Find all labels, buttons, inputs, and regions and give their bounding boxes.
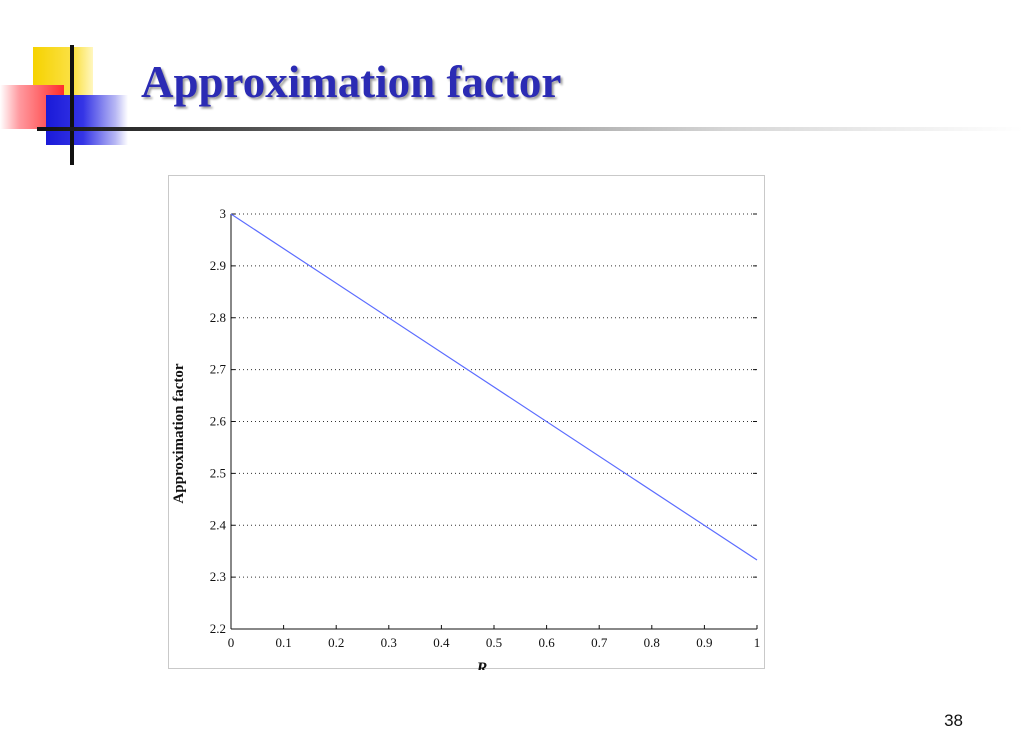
line-chart: 2.2 2.3 2.4 2.5 2.6 2.7 2.8 2.9 3 0 0.1 0.2 0.3 0.4 0.…: [171, 206, 761, 670]
x-tick-label: 0.5: [486, 635, 502, 650]
y-tick-label: 2.5: [210, 465, 226, 480]
decor-vertical-line: [70, 45, 74, 165]
x-tick-label: 0.4: [433, 635, 450, 650]
x-tick-label: 0.9: [696, 635, 712, 650]
x-tick-label: 0.7: [591, 635, 608, 650]
x-tick-label: 0: [228, 635, 235, 650]
series: [230, 213, 758, 561]
y-tick-label: 2.2: [210, 621, 226, 636]
series-line: [230, 213, 758, 561]
chart-frame: 2.2 2.3 2.4 2.5 2.6 2.7 2.8 2.9 3 0 0.1 0.2 0.3 0.4 0.…: [168, 175, 765, 670]
x-tick-label: 1: [754, 635, 761, 650]
y-tick-label: 2.9: [210, 258, 226, 273]
x-tick-label: 0.3: [381, 635, 397, 650]
y-axis-label: Approximation factor: [171, 363, 187, 503]
ticks: 2.2 2.3 2.4 2.5 2.6 2.7 2.8 2.9 3 0 0.1 0.2 0.3 0.4 0.…: [210, 206, 761, 650]
y-tick-label: 2.8: [210, 310, 226, 325]
x-tick-label: 0.1: [275, 635, 291, 650]
y-tick-label: 2.6: [210, 414, 227, 429]
x-tick-label: 0.8: [644, 635, 660, 650]
y-tick-label: 2.4: [210, 517, 227, 532]
gridlines: [231, 213, 757, 578]
y-tick-label: 2.3: [210, 569, 226, 584]
y-tick-label: 3: [220, 206, 227, 221]
axes: [230, 214, 757, 630]
x-axis-label: R: [476, 660, 488, 670]
title-underline: [37, 127, 1023, 131]
page-number: 38: [944, 711, 963, 730]
slide-title: Approximation factor: [141, 57, 562, 107]
x-tick-label: 0.2: [328, 635, 344, 650]
decor-blue-square: [46, 95, 128, 145]
y-tick-label: 2.7: [210, 362, 227, 377]
x-tick-label: 0.6: [538, 635, 555, 650]
